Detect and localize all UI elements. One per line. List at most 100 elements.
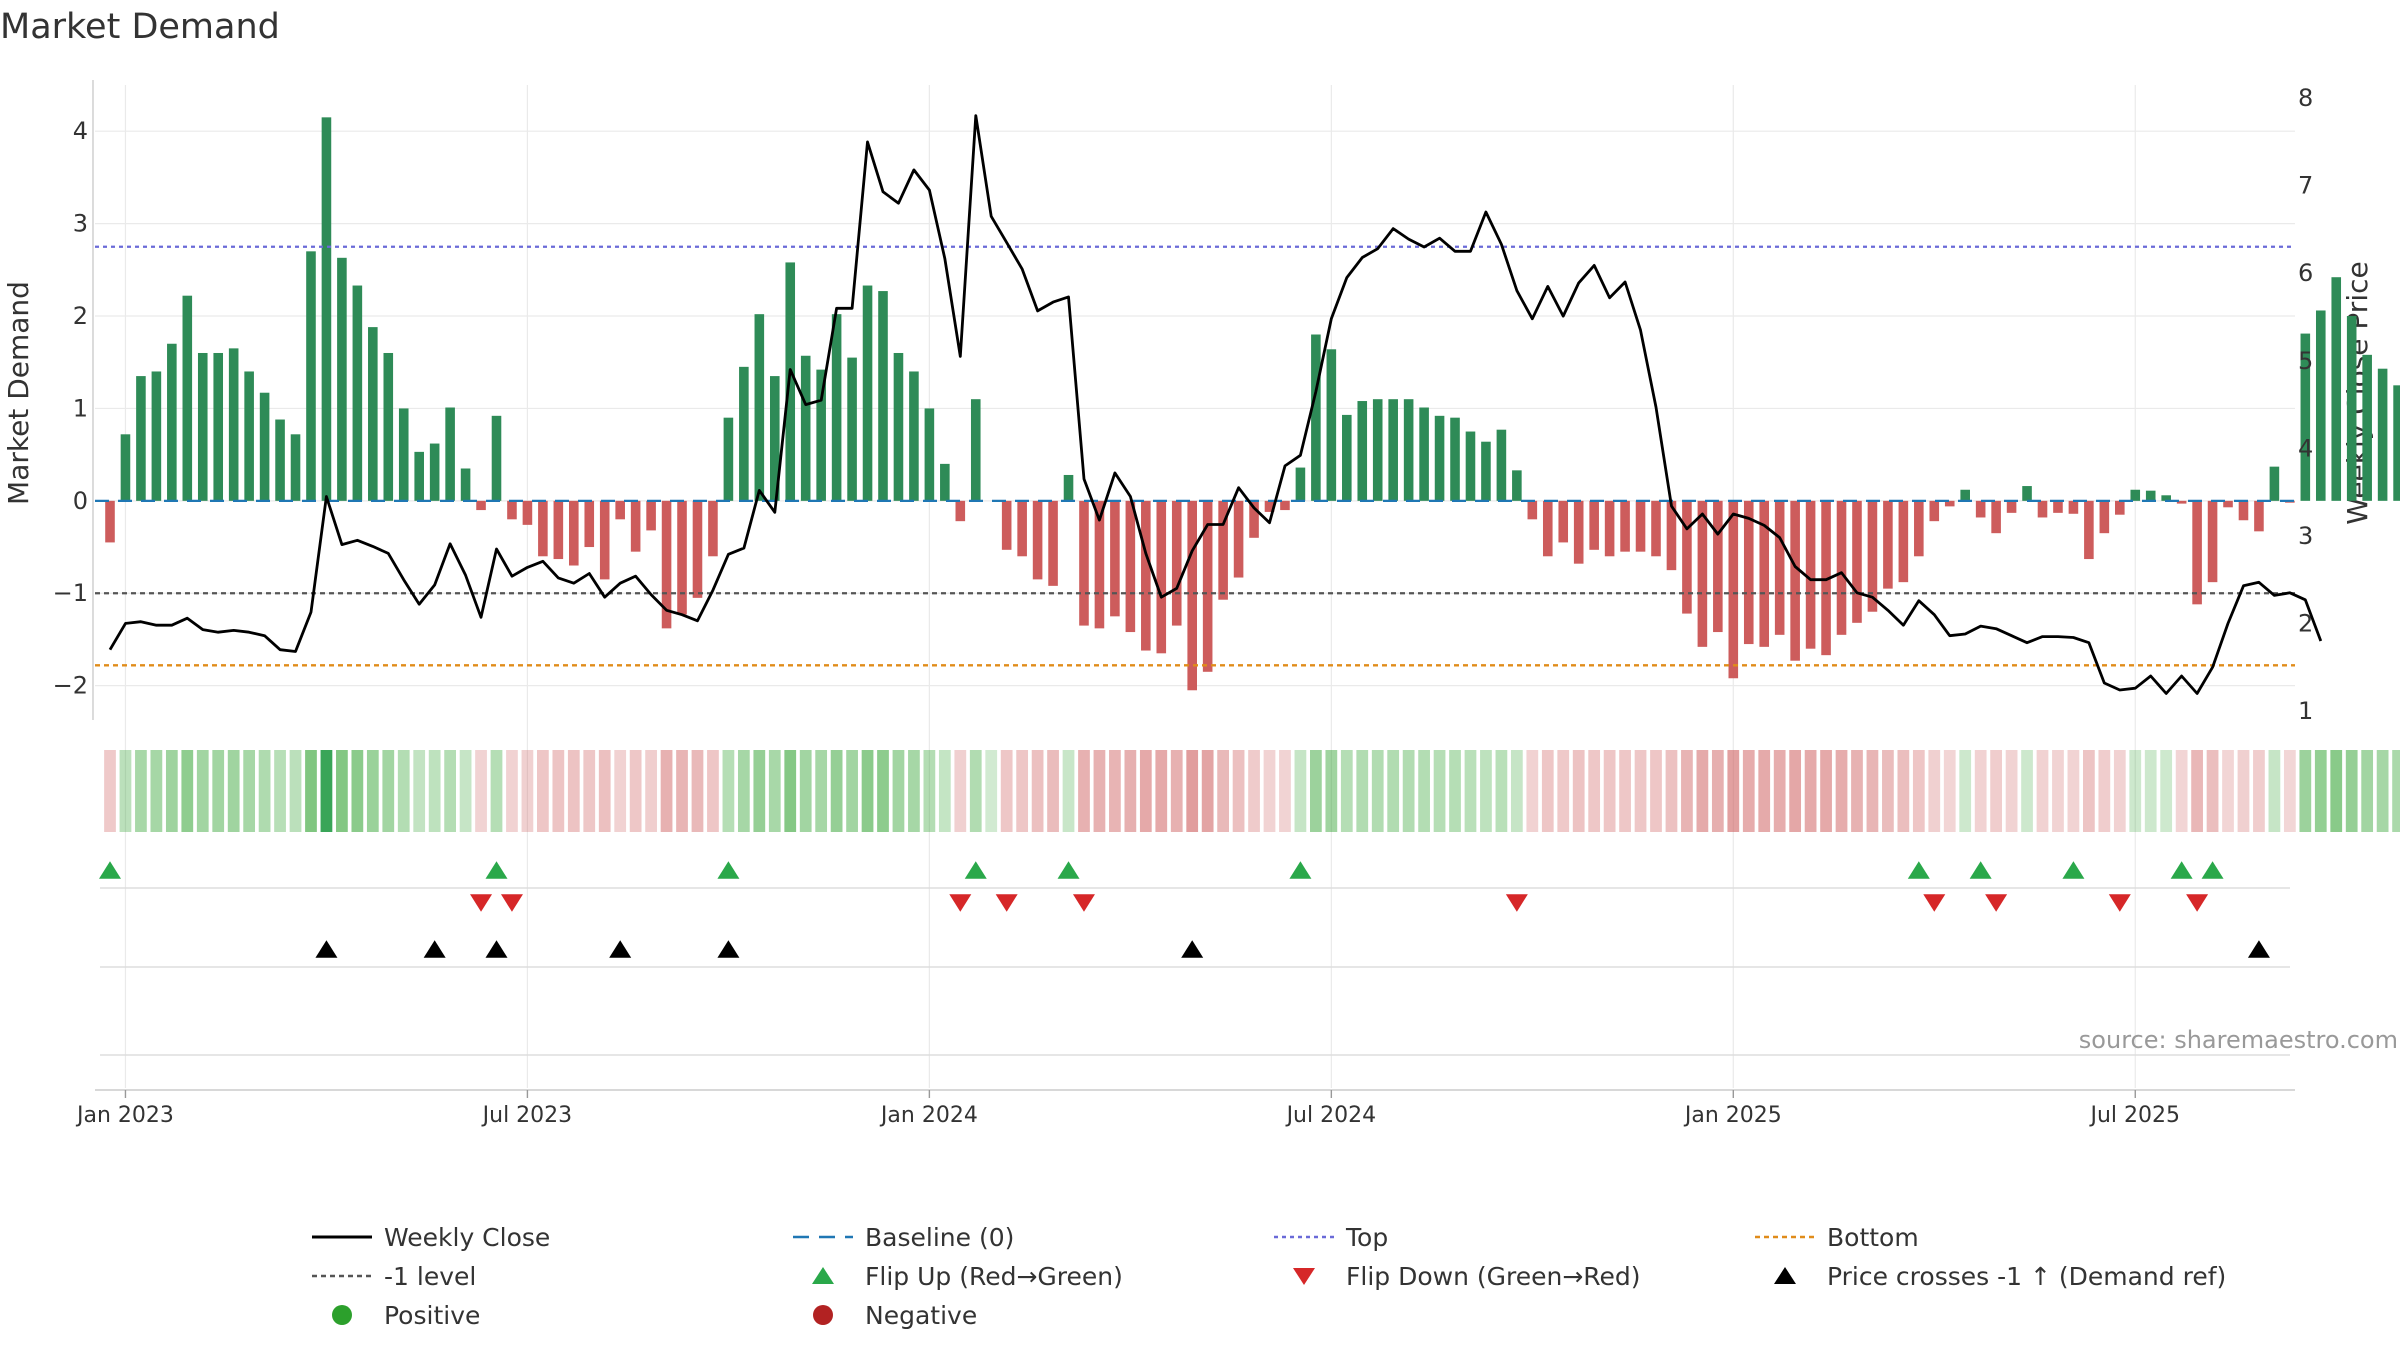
negative-demand-bar: [2192, 500, 2202, 605]
negative-demand-bar: [1697, 500, 1708, 647]
positive-demand-bar: [754, 314, 765, 501]
heat-cell-negative: [2067, 750, 2080, 832]
heat-cell-positive: [938, 750, 951, 832]
positive-demand-bar: [1357, 401, 1368, 501]
heat-cell-negative: [2113, 750, 2126, 832]
negative-demand-bar: [1589, 500, 1599, 550]
heat-cell-negative: [2098, 750, 2111, 832]
heat-cell-negative: [1758, 750, 1771, 832]
heat-cell-positive: [2129, 750, 2142, 832]
negative-demand-bar: [1883, 500, 1893, 589]
positive-demand-bar: [2145, 490, 2156, 501]
heat-cell-positive: [877, 750, 889, 832]
heat-cell-negative: [1696, 750, 1709, 832]
y2-tick-label: 7: [2298, 172, 2313, 200]
y2-tick-label: 6: [2298, 259, 2313, 287]
positive-demand-bar: [151, 371, 162, 501]
chart-title: Market Demand: [0, 7, 280, 47]
positive-demand-bar: [1481, 441, 1491, 501]
y-tick-label: 4: [73, 117, 88, 145]
y2-tick-label: 1: [2298, 697, 2313, 725]
heat-cell-positive: [351, 750, 364, 832]
heat-cell-positive: [1449, 750, 1461, 832]
positive-demand-bar: [723, 417, 734, 501]
negative-demand-bar: [1032, 500, 1043, 580]
heat-cell-negative: [1232, 750, 1245, 832]
flip-up-marker: [964, 861, 987, 879]
negative-demand-bar: [615, 500, 625, 520]
heat-cell-negative: [2253, 750, 2265, 832]
positive-demand-bar: [2315, 310, 2326, 501]
heat-cell-negative: [1990, 750, 2002, 832]
heat-cell-positive: [305, 750, 317, 832]
heat-cell-negative: [583, 750, 596, 832]
heat-cell-positive: [784, 750, 797, 832]
negative-demand-bar: [1852, 500, 1862, 623]
heat-cell-positive: [119, 750, 132, 832]
negative-demand-bar: [1898, 500, 1909, 583]
positive-demand-bar: [1295, 467, 1306, 501]
flip-up-marker: [2062, 861, 2085, 879]
legend-label: Positive: [384, 1301, 480, 1330]
positive-demand-bar: [769, 376, 780, 501]
heat-cell-positive: [135, 750, 147, 832]
heat-cell-positive: [165, 750, 178, 832]
y-tick-label: 1: [73, 394, 88, 422]
positive-demand-bar: [429, 443, 440, 501]
negative-demand-bar: [1202, 500, 1213, 672]
heat-cell-positive: [892, 750, 905, 832]
negative-demand-bar: [1651, 500, 1661, 557]
positive-demand-bar: [909, 371, 919, 501]
positive-demand-bar: [1450, 417, 1460, 501]
heat-cell-positive: [1310, 750, 1322, 832]
flip-up-marker: [485, 861, 508, 879]
negative-demand-bar: [1805, 500, 1816, 649]
heat-cell-positive: [413, 750, 426, 832]
signal-markers: [99, 861, 2270, 958]
heat-cell-positive: [2299, 750, 2312, 832]
negative-demand-bar: [522, 500, 533, 525]
heat-cell-negative: [1109, 750, 1121, 832]
legend-swatch-negative: [813, 1305, 833, 1325]
negative-demand-bar: [1280, 500, 1290, 511]
legend-label: Weekly Close: [384, 1223, 550, 1252]
heat-cell-positive: [2345, 750, 2358, 832]
heat-cell-negative: [1217, 750, 1229, 832]
heat-cell-positive: [923, 750, 936, 832]
heat-cell-negative: [1124, 750, 1137, 832]
heat-cell-negative: [1078, 750, 1090, 832]
negative-demand-bar: [1573, 500, 1584, 564]
flip-down-marker: [1072, 894, 1095, 912]
heat-cell-negative: [1711, 750, 1724, 832]
heat-cell-negative: [1634, 750, 1647, 832]
heat-cell-negative: [629, 750, 642, 832]
negative-demand-bar: [2223, 500, 2233, 508]
flip-down-marker: [1505, 894, 1528, 912]
price-cross-marker: [315, 940, 338, 958]
heat-cell-positive: [861, 750, 874, 832]
x-tick-label: Jan 2023: [75, 1103, 174, 1128]
negative-demand-bar: [1790, 500, 1800, 661]
heat-cell-negative: [2005, 750, 2018, 832]
negative-demand-bar: [2207, 500, 2218, 583]
heat-cell-negative: [2036, 750, 2049, 832]
heat-cell-negative: [1000, 750, 1013, 832]
heat-cell-negative: [1603, 750, 1616, 832]
positive-demand-bar: [167, 343, 177, 501]
negative-demand-bar: [1682, 500, 1692, 614]
price-cross-marker: [1181, 940, 1204, 958]
positive-demand-bar: [337, 257, 347, 501]
heat-cell-positive: [722, 750, 735, 832]
negative-demand-bar: [553, 500, 564, 560]
positive-demand-bar: [2161, 495, 2171, 501]
legend-label: Flip Down (Green→Red): [1346, 1262, 1641, 1291]
heat-cell-negative: [1912, 750, 1925, 832]
y-tick-label: 2: [73, 302, 88, 330]
heat-cell-positive: [150, 750, 163, 832]
heat-cell-negative: [1541, 750, 1554, 832]
heat-cell-negative: [1526, 750, 1539, 832]
heat-cell-positive: [1294, 750, 1307, 832]
heat-cell-positive: [2021, 750, 2033, 832]
positive-demand-bar: [244, 371, 254, 501]
heat-cell-negative: [1139, 750, 1152, 832]
